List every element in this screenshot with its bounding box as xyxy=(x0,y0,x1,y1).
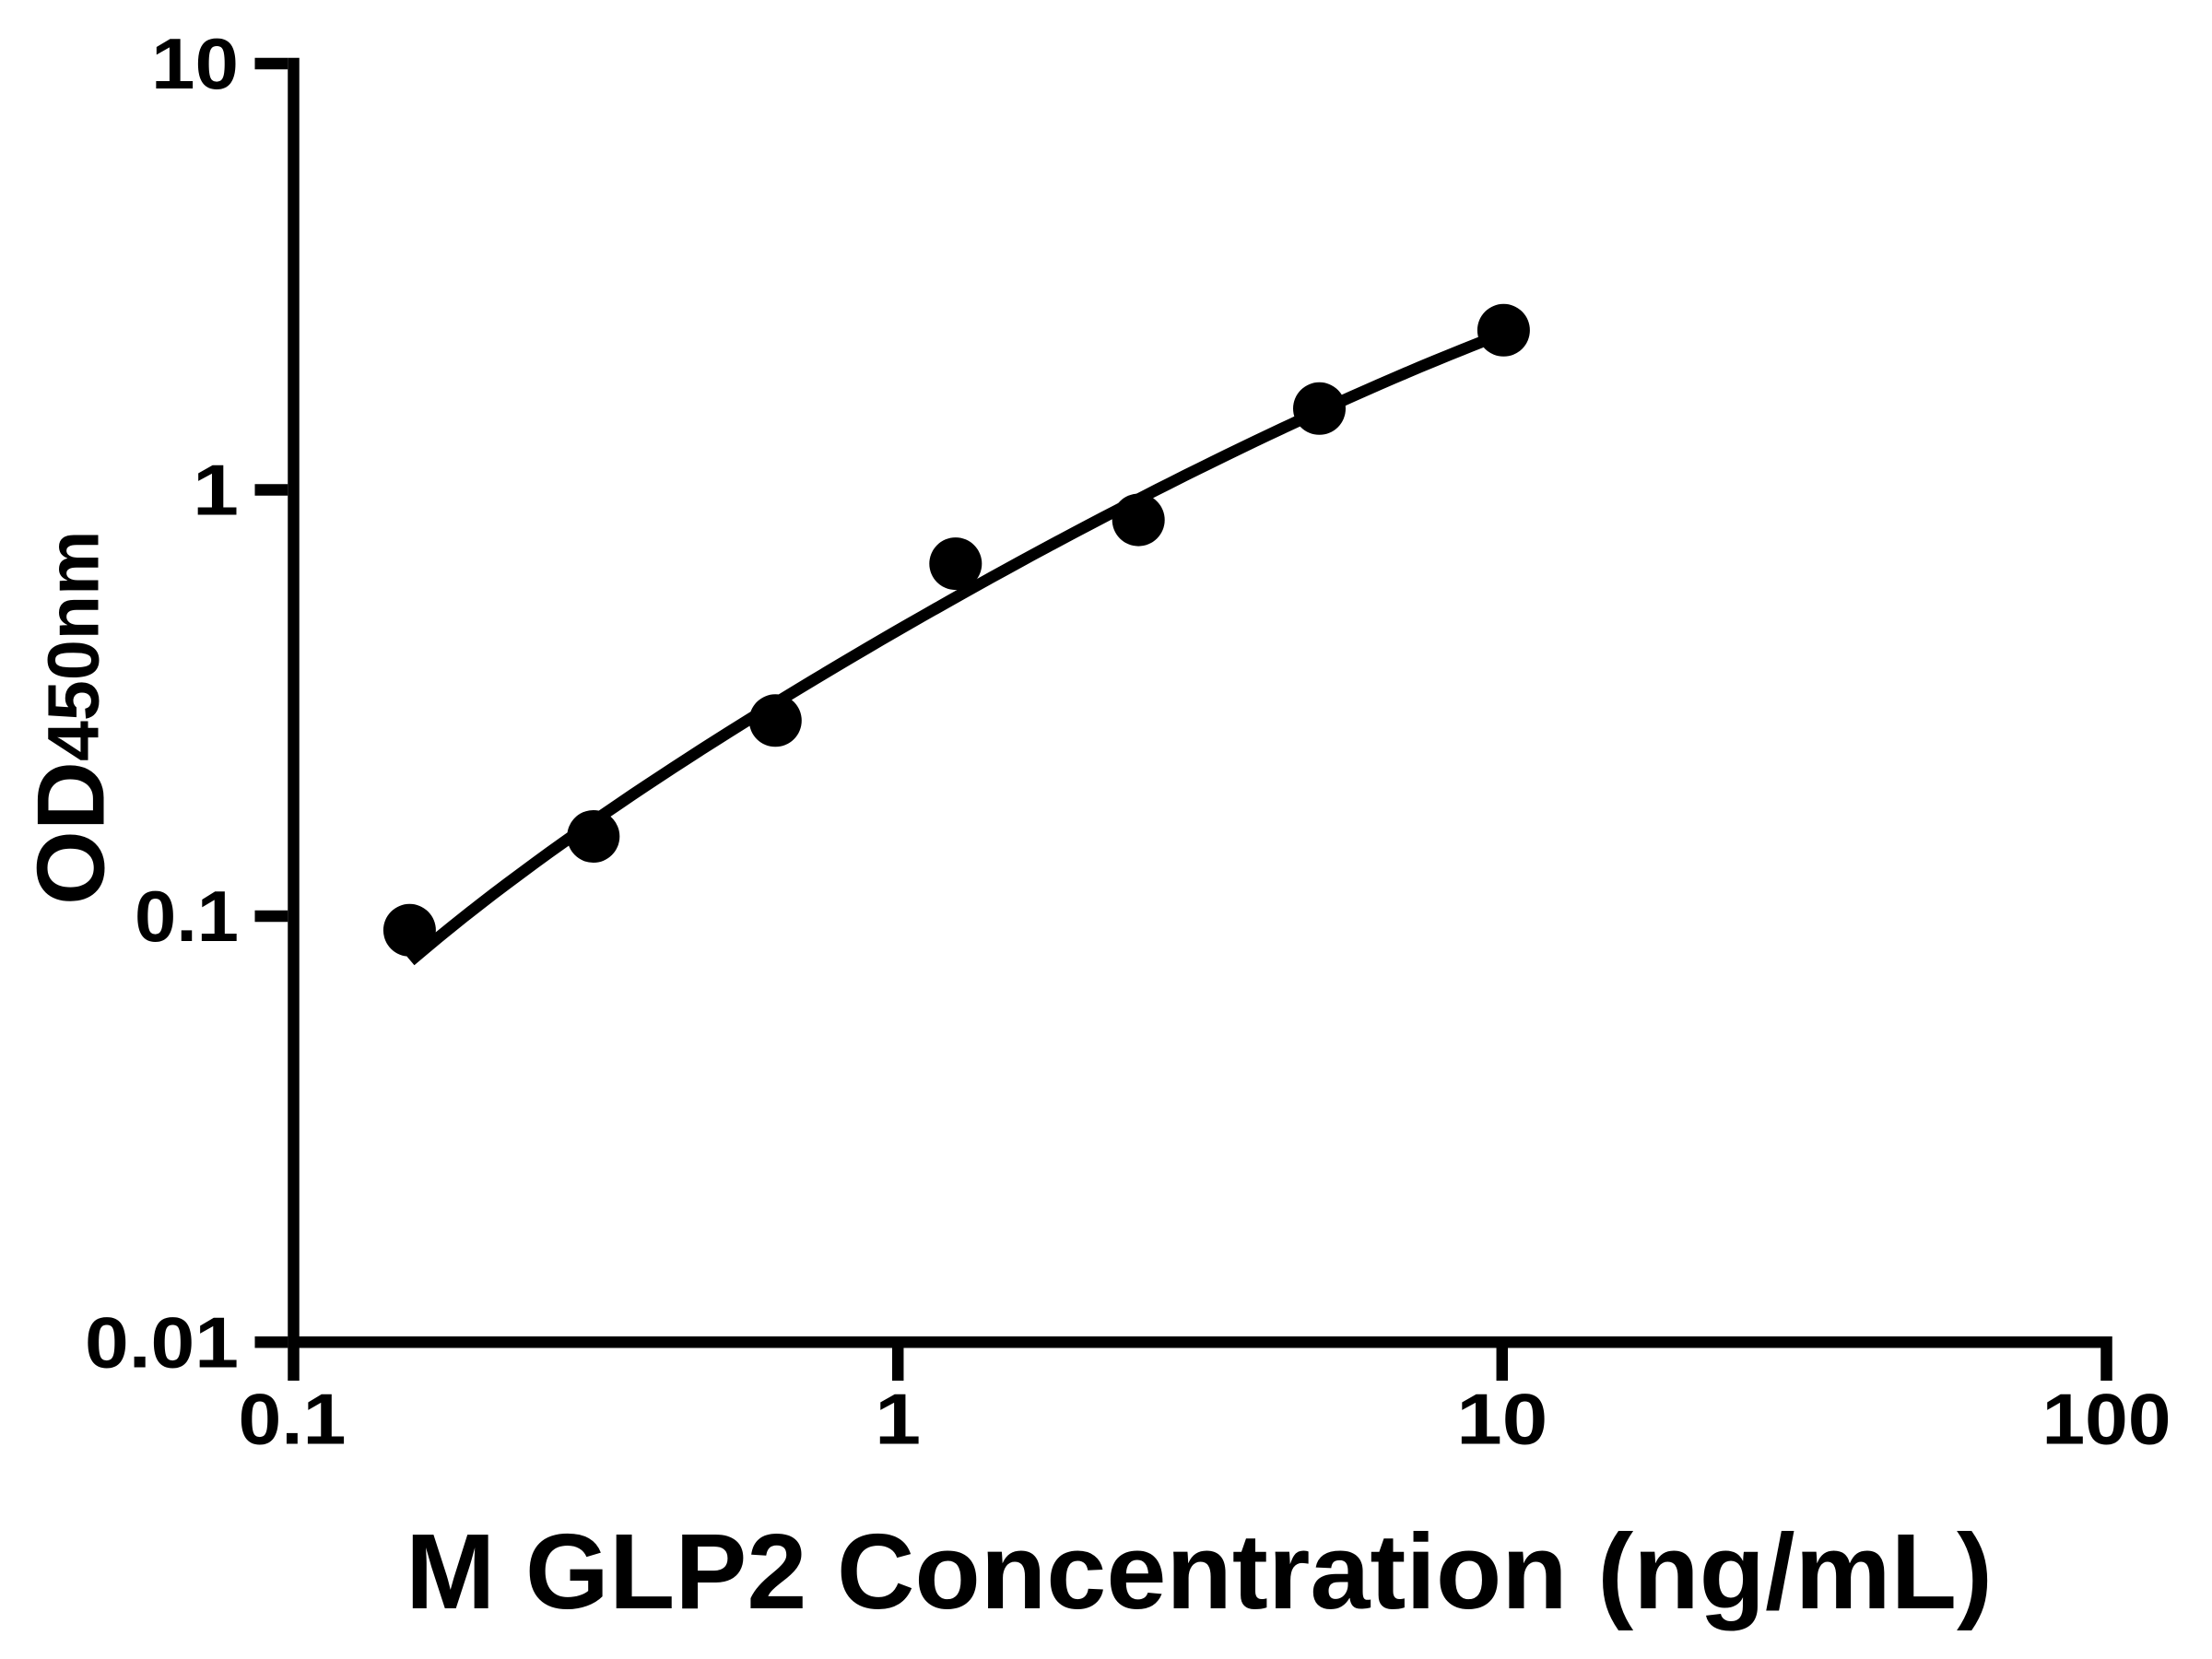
svg-text:10: 10 xyxy=(151,23,239,104)
svg-text:M GLP2 Concentration (ng/mL): M GLP2 Concentration (ng/mL) xyxy=(406,1512,1993,1631)
svg-text:1: 1 xyxy=(875,1379,921,1460)
svg-text:100: 100 xyxy=(2042,1379,2171,1460)
svg-text:1: 1 xyxy=(193,450,239,531)
svg-text:10: 10 xyxy=(1456,1379,1547,1460)
svg-text:OD450nm: OD450nm xyxy=(18,531,125,905)
svg-text:0.01: 0.01 xyxy=(85,1301,239,1382)
svg-text:0.1: 0.1 xyxy=(239,1379,347,1460)
svg-text:0.1: 0.1 xyxy=(135,876,239,957)
